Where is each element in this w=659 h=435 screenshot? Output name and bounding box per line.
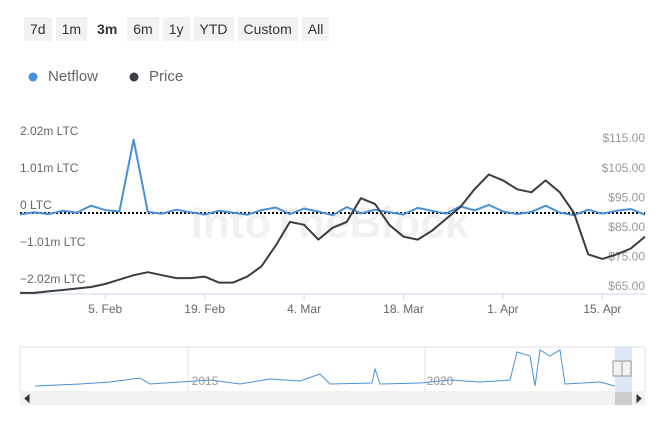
x-tick-label: 19. Feb	[184, 302, 225, 316]
x-tick-label: 5. Feb	[88, 302, 122, 316]
y-tick-label: −1.01m LTC	[20, 235, 86, 249]
y2-tick-label: $75.00	[608, 250, 645, 264]
range-buttons: 7d 1m 3m 6m 1y YTD Custom All	[24, 17, 330, 41]
range-button[interactable]: 7d	[24, 17, 52, 41]
series-line	[20, 173, 646, 294]
navigator-handle[interactable]	[612, 360, 623, 377]
x-tick-label: 4. Mar	[287, 302, 321, 316]
x-tick-label: 18. Mar	[383, 302, 424, 316]
y2-tick-label: $95.00	[608, 190, 645, 204]
y2-tick-label: $105.00	[602, 161, 646, 175]
range-button[interactable]: Custom	[237, 17, 298, 41]
y2-tick-label: $115.00	[603, 131, 646, 145]
y2-tick-label: $85.00	[608, 220, 645, 234]
x-tick-label: 15. Apr	[583, 302, 621, 316]
range-button[interactable]: YTD	[193, 17, 234, 41]
scrollbar-thumb[interactable]	[615, 392, 632, 405]
series-line	[19, 138, 646, 217]
navigator-label: 2015	[192, 374, 219, 388]
navigator	[19, 346, 646, 393]
navigator-label: 2020	[427, 374, 454, 388]
y-tick-label: 0 LTC	[20, 198, 52, 212]
y2-tick-label: $65.00	[608, 279, 645, 293]
scroll-right[interactable]	[636, 393, 642, 404]
navigator-line	[34, 349, 616, 387]
navigator-handle[interactable]	[621, 360, 632, 377]
legend-marker	[28, 72, 38, 82]
y-tick-label: 2.02m LTC	[20, 124, 79, 138]
range-button[interactable]: 3m	[91, 17, 124, 41]
legend-marker	[129, 72, 139, 82]
range-button[interactable]: 6m	[127, 17, 159, 41]
range-button[interactable]: 1m	[55, 17, 88, 41]
legend-label: Price	[149, 68, 183, 85]
y-tick-label: −2.02m LTC	[20, 272, 86, 286]
legend-label: Netflow	[48, 68, 98, 85]
scroll-left[interactable]	[24, 393, 30, 404]
x-tick-label: 1. Apr	[487, 302, 518, 316]
watermark: IntoTheBlock	[191, 199, 470, 248]
range-button[interactable]: 1y	[162, 17, 190, 41]
scrollbar[interactable]	[20, 392, 645, 405]
range-button[interactable]: All	[301, 17, 330, 41]
y-tick-label: 1.01m LTC	[20, 161, 79, 175]
